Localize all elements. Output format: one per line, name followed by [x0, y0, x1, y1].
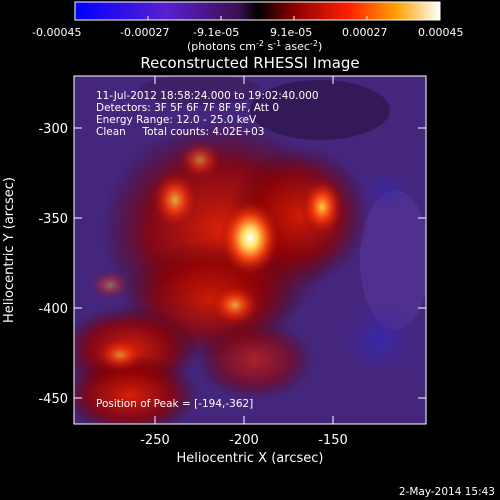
info-energy-range: Energy Range: 12.0 - 25.0 keV	[96, 114, 257, 126]
y-tick-label: -300	[38, 122, 68, 137]
x-ticks	[154, 76, 334, 424]
colorbar-tick-label: -0.00027	[120, 26, 169, 39]
colorbar	[74, 1, 441, 21]
colorbar-tick-label: -9.1e-05	[193, 26, 239, 39]
plot-frame	[73, 75, 427, 425]
colorbar-tick-label: 0.00045	[418, 26, 464, 39]
y-tick-label: -350	[38, 212, 68, 227]
x-axis-label: Heliocentric X (arcsec)	[177, 451, 324, 466]
colorbar-ticks	[74, 16, 441, 20]
x-tick-label: -150	[318, 433, 348, 448]
y-axis-label: Heliocentric Y (arcsec)	[2, 177, 17, 323]
plot-title: Reconstructed RHESSI Image	[140, 54, 359, 72]
colorbar-tick-label: 9.1e-05	[270, 26, 312, 39]
timestamp: 2-May-2014 15:43	[399, 486, 495, 498]
y-ticks	[74, 127, 426, 399]
y-tick-label: -450	[38, 392, 68, 407]
x-tick-label: -200	[229, 433, 259, 448]
colorbar-tick-label: 0.00027	[342, 26, 388, 39]
info-detectors: Detectors: 3F 5F 6F 7F 8F 9F, Att 0	[96, 102, 279, 114]
x-tick-label: -250	[140, 433, 170, 448]
colorbar-tick-label: -0.00045	[32, 26, 81, 39]
info-clean-counts: Clean Total counts: 4.02E+03	[96, 126, 265, 138]
y-tick-label: -400	[38, 302, 68, 317]
rhessi-image	[74, 76, 426, 424]
colorbar-unit: (photons cm-2 s-1 asec-2)	[187, 39, 322, 53]
peak-position: Position of Peak = [-194,-362]	[96, 398, 253, 410]
info-time-range: 11-Jul-2012 18:58:24.000 to 19:02:40.000	[96, 90, 319, 102]
